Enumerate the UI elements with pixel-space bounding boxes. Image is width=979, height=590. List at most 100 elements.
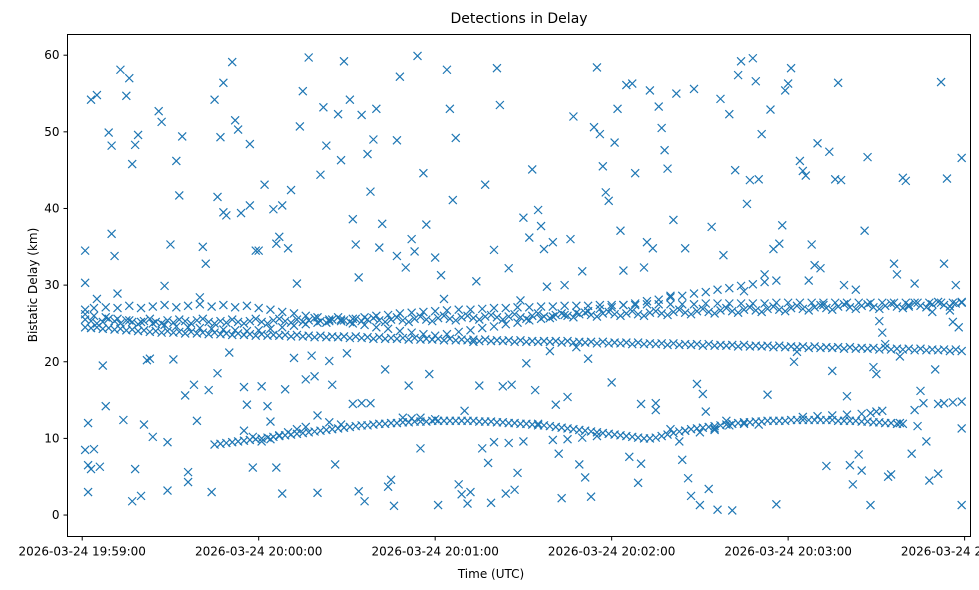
detection-point [736, 56, 746, 66]
detection-point [377, 219, 387, 229]
detection-point [866, 408, 875, 418]
detection-point [913, 298, 922, 308]
detection-point [451, 133, 461, 143]
detection-point [804, 276, 814, 285]
detection-point [313, 488, 322, 498]
detection-point [301, 422, 311, 432]
detection-point [501, 319, 511, 329]
detection-point [239, 426, 249, 436]
detection-point [913, 421, 922, 431]
detection-point [227, 57, 237, 67]
detection-point [869, 362, 878, 372]
detection-point [380, 364, 390, 374]
detection-point [242, 301, 252, 311]
detection-point [474, 315, 484, 325]
detection-point [518, 213, 528, 223]
detection-point [466, 487, 475, 497]
detection-point [657, 123, 667, 133]
detection-point [557, 338, 567, 348]
detection-point [513, 302, 522, 312]
detection-point [139, 325, 149, 335]
detection-point [689, 299, 699, 309]
detection-point [548, 435, 558, 445]
detection-point [242, 326, 252, 336]
detection-point [607, 300, 617, 310]
detection-point [404, 317, 414, 327]
detection-point [760, 277, 770, 287]
detection-point [454, 479, 464, 489]
detection-point [774, 305, 784, 315]
detection-point [695, 427, 705, 437]
detection-point [410, 246, 420, 256]
detection-point [568, 112, 578, 121]
detection-point [348, 214, 358, 224]
detection-point [374, 332, 384, 342]
detection-point [836, 175, 846, 185]
detection-point [504, 263, 514, 273]
detection-point [489, 303, 499, 313]
detection-point [698, 341, 708, 351]
chart-title: Detections in Delay [450, 11, 587, 27]
detection-point [627, 339, 637, 349]
detection-point [148, 432, 158, 442]
detection-point [116, 324, 125, 334]
detection-point [904, 302, 914, 312]
detection-point [277, 200, 287, 210]
detection-point [89, 444, 99, 454]
detection-point [798, 304, 808, 314]
detection-point [766, 105, 775, 115]
detection-point [418, 307, 428, 317]
detection-point [892, 269, 902, 279]
detection-point [298, 86, 308, 96]
detection-point [842, 298, 852, 308]
detection-point [945, 346, 955, 356]
detection-point [571, 308, 581, 318]
detection-point [727, 340, 737, 350]
detection-point [945, 302, 955, 312]
detection-point [527, 164, 537, 174]
detection-point [842, 391, 852, 401]
detection-point [733, 70, 743, 80]
detection-point [104, 128, 114, 138]
detection-point [751, 76, 761, 86]
detection-point [716, 94, 725, 104]
detection-point [889, 298, 899, 308]
detection-point [221, 318, 231, 328]
detection-point [92, 322, 102, 332]
detection-point [466, 325, 475, 335]
detection-point [80, 278, 90, 288]
detection-point [821, 461, 831, 471]
detection-point [260, 180, 269, 190]
detection-point [383, 310, 393, 320]
detection-point [663, 340, 672, 350]
detection-point [942, 174, 952, 184]
detection-point [374, 315, 384, 325]
detection-point [683, 473, 693, 483]
detection-point [807, 240, 817, 249]
y-tick-label: 30 [44, 278, 59, 292]
detection-point [845, 460, 855, 470]
detection-point [371, 322, 381, 332]
detection-point [501, 489, 511, 499]
detection-point [92, 294, 102, 304]
detection-point [354, 486, 364, 496]
detection-point [957, 298, 967, 308]
detection-point [657, 431, 667, 441]
detection-point [439, 294, 449, 304]
detection-point [107, 141, 117, 151]
detection-point [824, 147, 834, 157]
detection-point [563, 392, 572, 402]
detection-point [495, 100, 505, 110]
detection-point [760, 299, 770, 308]
detection-point [701, 287, 711, 297]
detection-point [598, 309, 608, 318]
detection-point [680, 308, 690, 318]
detection-point [139, 420, 149, 430]
detection-point [439, 311, 449, 321]
detection-point [383, 324, 393, 334]
detection-point [536, 221, 546, 231]
detection-point [266, 305, 275, 315]
detection-point [292, 330, 302, 340]
detection-point [739, 286, 749, 296]
detection-point [401, 263, 411, 272]
